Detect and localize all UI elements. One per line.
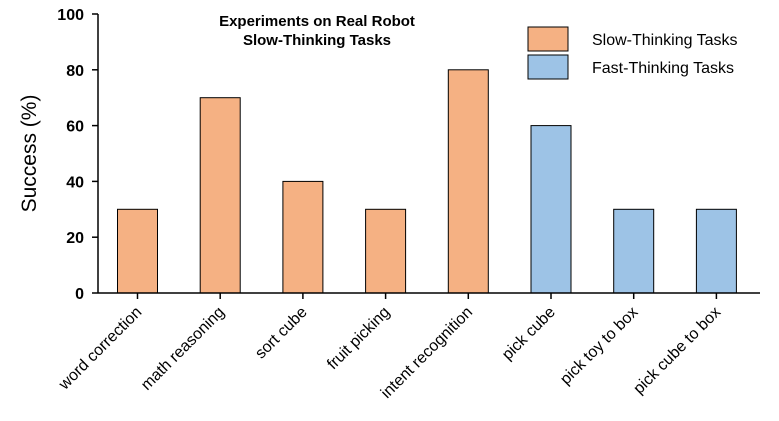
chart-title-line-1: Experiments on Real Robot [219, 13, 415, 30]
x-tick-label: pick cube [499, 304, 559, 364]
x-tick-label: math reasoning [138, 304, 228, 394]
bar-pick-toy-to-box [613, 208, 655, 294]
y-tick-label: 100 [57, 7, 84, 24]
bar-word-correction [117, 208, 158, 294]
legend-label-fast: Fast-Thinking Tasks [592, 60, 734, 77]
x-tick-label: intent recognition [378, 304, 476, 402]
legend-swatch-fast [527, 54, 569, 80]
y-tick-label: 20 [66, 230, 84, 247]
bar-math-reasoning [199, 97, 241, 294]
y-tick-label: 40 [66, 174, 84, 191]
y-tick-label: 0 [75, 286, 84, 303]
legend-swatch-slow [527, 26, 569, 52]
y-tick-label: 80 [66, 63, 84, 80]
bar-pick-cube [530, 125, 572, 294]
bar-pick-cube-to-box [695, 208, 737, 294]
bar-sort-cube [282, 180, 324, 294]
axes-group [97, 14, 760, 294]
legend-label-slow: Slow-Thinking Tasks [592, 32, 738, 49]
bar-intent-recognition [447, 69, 489, 294]
y-ticks-group: 0 20 40 60 80 100 [57, 7, 98, 303]
bar-fruit-picking [365, 208, 407, 294]
x-tick-label: word correction [55, 304, 145, 394]
y-axis-label: Success (%) [18, 95, 41, 213]
x-tick-label: sort cube [252, 304, 311, 363]
bars-group [117, 69, 737, 294]
legend: Slow-Thinking Tasks Fast-Thinking Tasks [527, 26, 738, 80]
y-tick-label: 60 [66, 119, 84, 136]
chart-title-line-2: Slow-Thinking Tasks [243, 32, 391, 49]
x-tick-label: pick toy to box [557, 304, 641, 388]
x-tick-label: pick cube to box [630, 304, 724, 398]
x-tick-label: fruit picking [324, 304, 393, 373]
